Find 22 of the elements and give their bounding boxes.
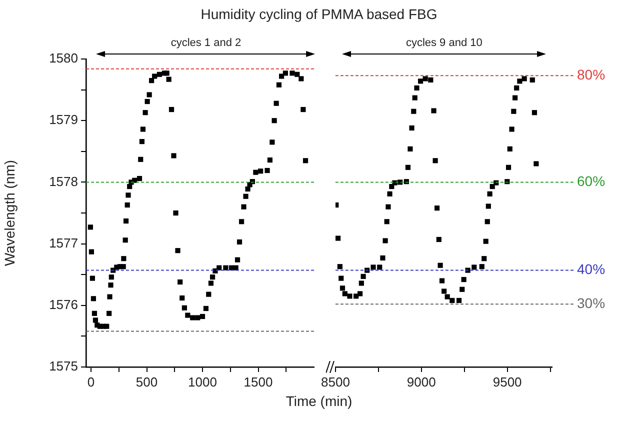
x-tick-label: 9500	[492, 374, 522, 390]
y-tick-label: 1577	[49, 235, 78, 250]
text: 80%	[577, 66, 606, 82]
x-tick-label: 500	[136, 374, 158, 390]
x-tick-label: 1500	[244, 374, 273, 390]
y-tick-label: 1575	[49, 358, 78, 374]
text: cycles 1 and 2	[170, 37, 242, 49]
text: 40%	[577, 261, 606, 278]
x-tick-label: 0	[87, 374, 95, 390]
y-tick-label: 1578	[49, 174, 78, 189]
text: 60%	[577, 173, 606, 190]
text: 30%	[577, 295, 606, 312]
x-tick-label: 1000	[188, 374, 217, 390]
y-tick-label: 1580	[49, 50, 78, 66]
y-axis-title: Wavelength (nm)	[1, 160, 18, 266]
x-tick-label: 9000	[406, 374, 436, 390]
x-tick-label: 8500	[321, 374, 350, 390]
x-axis-title: Time (min)	[284, 393, 354, 409]
y-tick-label: 1576	[49, 296, 78, 312]
chart-title: Humidity cycling of PMMA based FBG	[200, 6, 438, 22]
text: cycles 9 and 10	[404, 37, 484, 49]
y-tick-label: 1579	[49, 112, 78, 128]
